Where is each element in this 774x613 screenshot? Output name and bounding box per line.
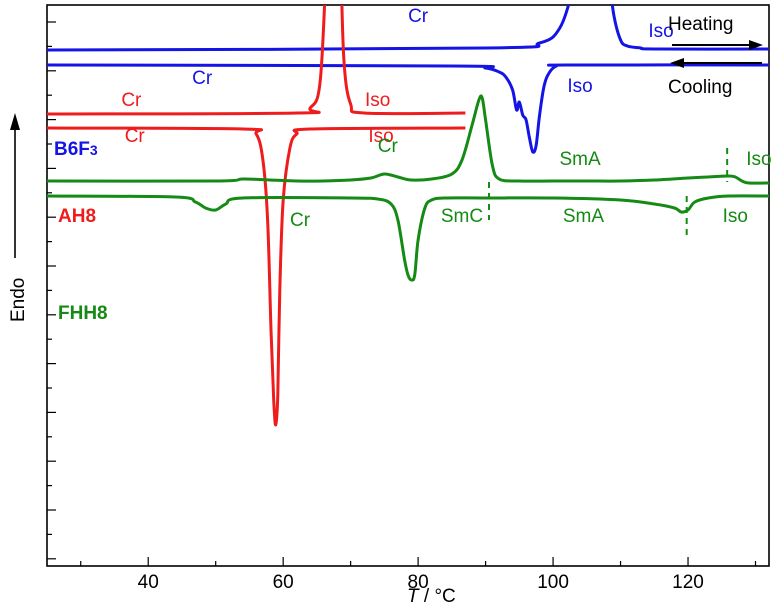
phase-label-b6f: Cr bbox=[408, 6, 429, 27]
phase-label-fhh8: Iso bbox=[746, 149, 771, 170]
cooling-curve-b6f bbox=[47, 63, 769, 154]
phase-label-fhh8: Iso bbox=[723, 206, 748, 227]
x-tick-label: 80 bbox=[408, 572, 429, 593]
endo-arrowhead-icon bbox=[10, 113, 20, 130]
phase-label-ah8: Iso bbox=[365, 90, 390, 111]
compound-name-ah8: AH8 bbox=[58, 206, 96, 227]
phase-label-fhh8: Cr bbox=[378, 136, 399, 157]
heating-curve-b6f bbox=[47, 5, 769, 52]
heating-label: Heating bbox=[668, 14, 734, 35]
heating-arrowhead-icon bbox=[749, 40, 763, 50]
compound-name-b6f3: B6F3 bbox=[54, 139, 98, 160]
dsc-curves bbox=[47, 5, 769, 427]
phase-label-fhh8: SmA bbox=[563, 206, 605, 227]
cooling-curve-ah8 bbox=[47, 126, 466, 427]
x-tick-label: 120 bbox=[672, 572, 704, 593]
heating-curve-ah8 bbox=[47, 5, 466, 116]
phase-label-b6f: Cr bbox=[192, 68, 213, 89]
compound-name-fhh8: FHH8 bbox=[58, 303, 108, 324]
y-axis-label: Endo bbox=[8, 278, 29, 322]
x-tick-label: 60 bbox=[273, 572, 294, 593]
x-tick-label: 40 bbox=[138, 572, 159, 593]
y-axis-ticks bbox=[47, 21, 56, 560]
phase-label-b6f: Iso bbox=[567, 76, 592, 97]
heating-curve-fhh8 bbox=[47, 94, 769, 185]
y-axis-title: Endo bbox=[8, 113, 29, 322]
phase-label-ah8: Cr bbox=[125, 126, 146, 147]
direction-legend: Heating Cooling bbox=[668, 14, 763, 98]
phase-label-ah8: Cr bbox=[121, 90, 142, 111]
x-tick-label: 100 bbox=[537, 572, 569, 593]
phase-label-b6f: Iso bbox=[648, 21, 673, 42]
x-axis-ticks bbox=[80, 557, 757, 566]
transition-markers bbox=[487, 148, 729, 236]
cooling-arrowhead-icon bbox=[670, 58, 684, 68]
phase-label-fhh8: SmC bbox=[441, 206, 483, 227]
plot-frame bbox=[46, 4, 770, 567]
phase-label-fhh8: SmA bbox=[559, 149, 601, 170]
x-axis-tick-labels: 40 60 80 100 120 bbox=[138, 572, 704, 593]
cooling-label: Cooling bbox=[668, 77, 732, 98]
phase-label-ah8: Iso bbox=[368, 126, 393, 147]
cooling-curve-fhh8 bbox=[47, 194, 769, 282]
x-axis-label: T / °C bbox=[407, 586, 456, 607]
phase-label-fhh8: Cr bbox=[290, 210, 311, 231]
